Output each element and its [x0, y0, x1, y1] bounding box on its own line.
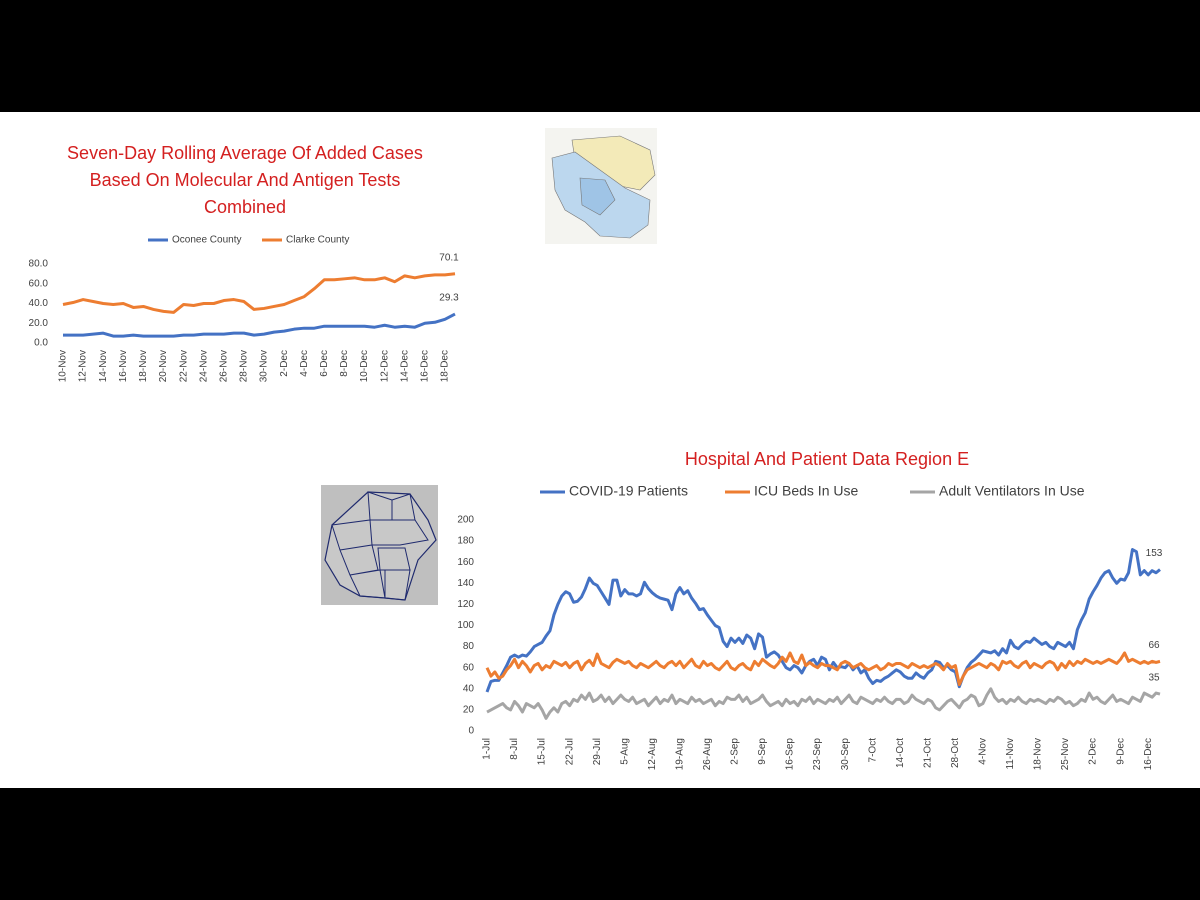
map-border	[331, 491, 429, 601]
data-label: 70.1	[439, 252, 459, 263]
x-tick-label: 7-Oct	[867, 738, 878, 763]
x-tick-label: 21-Oct	[922, 738, 933, 768]
y-tick-label: 120	[457, 599, 474, 610]
x-tick-label: 18-Dec	[440, 350, 451, 382]
x-tick-label: 18-Nov	[1033, 738, 1044, 770]
x-tick-label: 1-Jul	[482, 738, 493, 760]
x-tick-label: 22-Jul	[564, 738, 575, 765]
x-tick-label: 11-Nov	[1005, 738, 1016, 770]
x-tick-label: 15-Jul	[537, 738, 548, 765]
data-label: 35	[1148, 673, 1160, 684]
y-tick-label: 140	[457, 578, 474, 589]
y-tick-label: 0	[468, 726, 474, 737]
x-tick-label: 29-Jul	[592, 738, 603, 765]
x-tick-label: 16-Dec	[1143, 738, 1154, 770]
region-map	[321, 485, 438, 605]
x-tick-label: 2-Dec	[1088, 738, 1099, 765]
x-tick-label: 28-Nov	[239, 350, 250, 382]
x-tick-label: 24-Nov	[198, 350, 209, 382]
series-line	[485, 651, 1161, 687]
x-tick-label: 12-Dec	[379, 350, 390, 382]
data-label: 66	[1148, 640, 1160, 651]
x-tick-label: 25-Nov	[1060, 738, 1071, 770]
series-line	[63, 312, 456, 338]
map-region	[324, 491, 437, 601]
legend-label: Oconee County	[172, 235, 242, 246]
legend-label: Adult Ventilators In Use	[939, 483, 1085, 499]
legend-label: ICU Beds In Use	[754, 483, 858, 499]
y-tick-label: 160	[457, 557, 474, 568]
x-tick-label: 12-Nov	[78, 350, 89, 382]
x-tick-label: 16-Nov	[118, 350, 129, 382]
series-line	[62, 272, 456, 314]
x-tick-label: 8-Dec	[339, 350, 350, 377]
y-tick-label: 60	[463, 662, 475, 673]
y-tick-label: 20	[463, 705, 475, 716]
series-line	[485, 548, 1161, 693]
y-tick-label: 200	[457, 515, 474, 526]
x-tick-label: 14-Nov	[98, 350, 109, 382]
data-label: 29.3	[439, 293, 459, 304]
y-tick-label: 0.0	[34, 338, 48, 349]
x-tick-label: 26-Nov	[218, 350, 229, 382]
y-tick-label: 40.0	[29, 298, 49, 309]
x-tick-label: 8-Jul	[509, 738, 520, 760]
x-tick-label: 12-Aug	[647, 738, 658, 770]
y-tick-label: 180	[457, 536, 474, 547]
y-tick-label: 80	[463, 641, 475, 652]
x-tick-label: 6-Dec	[319, 350, 330, 377]
x-tick-label: 10-Dec	[359, 350, 370, 382]
x-tick-label: 14-Dec	[399, 350, 410, 382]
x-tick-label: 5-Aug	[619, 738, 630, 765]
y-tick-label: 20.0	[29, 318, 49, 329]
x-tick-label: 20-Nov	[158, 350, 169, 382]
y-tick-label: 100	[457, 620, 474, 631]
x-tick-label: 30-Nov	[259, 350, 270, 382]
x-tick-label: 9-Dec	[1115, 738, 1126, 765]
data-label: 153	[1146, 548, 1163, 559]
x-tick-label: 14-Oct	[895, 738, 906, 768]
y-tick-label: 80.0	[29, 259, 49, 270]
y-tick-label: 60.0	[29, 278, 49, 289]
county-map	[545, 128, 657, 244]
x-tick-label: 16-Dec	[419, 350, 430, 382]
x-tick-label: 30-Sep	[840, 738, 851, 771]
x-tick-label: 22-Nov	[178, 350, 189, 382]
legend-label: Clarke County	[286, 235, 349, 246]
x-tick-label: 4-Dec	[299, 350, 310, 377]
x-tick-label: 19-Aug	[674, 738, 685, 770]
x-tick-label: 10-Nov	[58, 350, 69, 382]
chart-title: Seven-Day Rolling Average Of Added Cases…	[67, 143, 423, 217]
x-tick-label: 16-Sep	[785, 738, 796, 771]
x-tick-label: 26-Aug	[702, 738, 713, 770]
x-tick-label: 18-Nov	[138, 350, 149, 382]
x-tick-label: 28-Oct	[950, 738, 961, 768]
x-tick-label: 23-Sep	[812, 738, 823, 771]
x-tick-label: 2-Sep	[730, 738, 741, 765]
x-tick-label: 9-Sep	[757, 738, 768, 765]
x-tick-label: 2-Dec	[279, 350, 290, 377]
x-tick-label: 4-Nov	[978, 738, 989, 765]
map-region	[579, 177, 616, 216]
chart-title: Hospital And Patient Data Region E	[684, 449, 970, 469]
legend-label: COVID-19 Patients	[569, 483, 688, 499]
series-line	[486, 687, 1161, 720]
y-tick-label: 40	[463, 683, 475, 694]
